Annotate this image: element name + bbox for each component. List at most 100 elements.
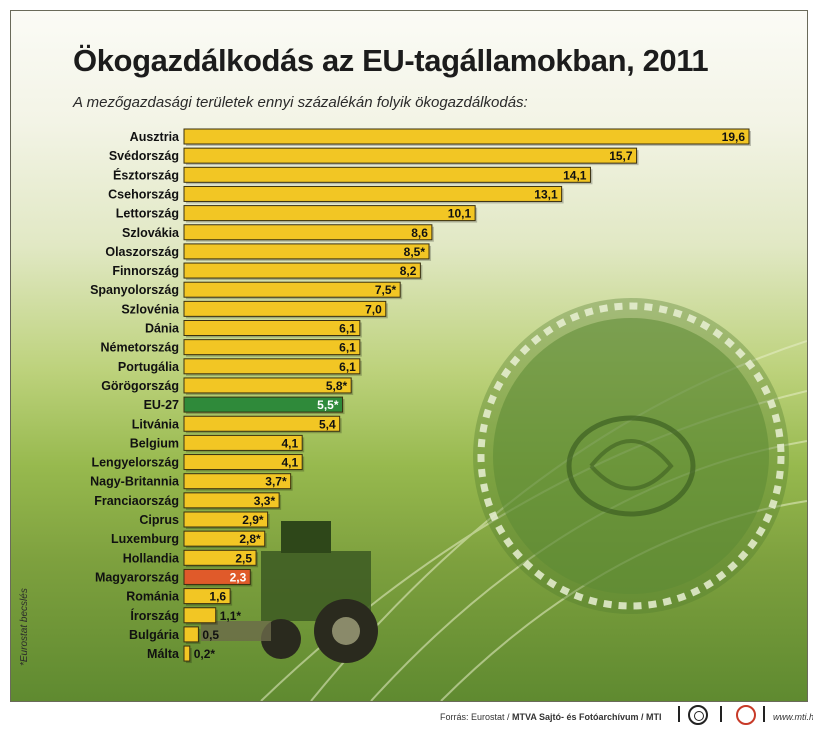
bar	[183, 128, 750, 145]
category-label: Franciaország	[94, 494, 179, 508]
category-label: Bulgária	[129, 628, 180, 642]
category-label: Szlovénia	[121, 302, 180, 316]
value-label: 6,1	[339, 341, 356, 355]
category-label: Lengyelország	[91, 456, 179, 470]
bar	[183, 568, 251, 585]
bar	[183, 320, 361, 336]
category-label: Málta	[147, 647, 180, 661]
value-label: 7,5*	[375, 283, 397, 297]
category-label: Csehország	[108, 187, 179, 201]
eu-emblem	[473, 298, 789, 614]
bar	[183, 281, 401, 298]
bar	[183, 492, 280, 509]
value-label: 0,2*	[194, 647, 216, 661]
value-label: 6,1	[339, 322, 356, 336]
category-label: Dánia	[145, 322, 180, 336]
bar	[183, 262, 421, 279]
category-label: Luxemburg	[111, 532, 179, 546]
footnote: *Eurostat becslés	[19, 588, 30, 666]
value-label: 3,3*	[254, 494, 276, 508]
value-label: 8,5*	[404, 245, 426, 259]
bar	[183, 166, 591, 183]
value-label: 4,1	[282, 456, 299, 470]
bar	[183, 147, 638, 164]
value-label: 1,1*	[220, 609, 242, 623]
category-label: EU-27	[144, 398, 179, 412]
bar	[183, 396, 344, 413]
value-label: 1,6	[209, 590, 226, 604]
bar	[183, 415, 341, 432]
value-label: 2,5	[235, 551, 252, 565]
bar	[183, 607, 217, 624]
category-label: Ausztria	[130, 130, 180, 144]
bar	[183, 530, 266, 547]
category-label: Spanyolország	[90, 283, 179, 297]
bar	[183, 205, 476, 222]
source-prefix: Forrás: Eurostat /	[440, 712, 513, 722]
value-label: 7,0	[365, 302, 382, 316]
bar	[183, 645, 191, 662]
category-label: Belgium	[130, 436, 179, 450]
value-label: 6,1	[339, 360, 356, 374]
value-label: 5,5*	[317, 398, 339, 412]
chart-subtitle: A mezőgazdasági területek ennyi százalék…	[73, 94, 528, 111]
bar	[183, 588, 231, 605]
bar	[183, 473, 292, 490]
source-site: www.mti.hu	[773, 712, 813, 722]
bar	[183, 434, 303, 451]
value-label: 13,1	[534, 187, 558, 201]
category-label: Svédország	[109, 149, 179, 163]
value-label: 3,7*	[265, 475, 287, 489]
value-label: 14,1	[563, 168, 587, 182]
chart-title: Ökogazdálkodás az EU-tagállamokban, 2011	[73, 43, 709, 78]
tractor	[201, 521, 378, 663]
category-label: Írország	[130, 608, 179, 623]
value-label: 5,8*	[326, 379, 348, 393]
value-label: 4,1	[282, 436, 299, 450]
category-label: Finnország	[112, 264, 179, 278]
mti-logo-icon	[736, 705, 756, 725]
category-label: Észtország	[113, 167, 179, 182]
bar	[183, 549, 257, 566]
value-label: 10,1	[448, 207, 472, 221]
value-label: 5,4	[319, 417, 336, 431]
category-label: Lettország	[116, 207, 179, 221]
bar	[183, 300, 387, 317]
footer-separator	[678, 706, 680, 722]
source-credit: Forrás: Eurostat / MTVA Sajtó- és Fotóar…	[440, 712, 662, 722]
category-label: Görögország	[101, 379, 179, 393]
value-label: 2,9*	[242, 513, 264, 527]
value-label: 0,5	[202, 628, 219, 642]
value-label: 15,7	[609, 149, 633, 163]
value-label: 2,3	[230, 570, 247, 584]
category-label: Románia	[126, 590, 180, 604]
category-label: Németország	[101, 341, 180, 355]
field-background	[201, 298, 807, 701]
category-label: Portugália	[118, 360, 180, 374]
mtva-logo-icon	[688, 705, 708, 725]
footer-separator	[720, 706, 722, 722]
bar	[183, 511, 269, 528]
bar	[183, 185, 563, 202]
category-label: Litvánia	[132, 417, 180, 431]
value-label: 8,6	[411, 226, 428, 240]
value-label: 2,8*	[239, 532, 261, 546]
footer-separator	[763, 706, 765, 722]
category-label: Hollandia	[123, 551, 180, 565]
bar	[183, 243, 430, 260]
bar	[183, 377, 352, 394]
source-agency: MTVA Sajtó- és Fotóarchívum / MTI	[512, 712, 662, 722]
bar	[183, 224, 433, 241]
category-label: Olaszország	[105, 245, 179, 259]
bar-chart: Ausztria 19,6 Svédország 15,7 Észtország 14,1…	[90, 128, 751, 664]
bar	[183, 339, 361, 356]
category-label: Ciprus	[139, 513, 179, 527]
bar	[183, 454, 303, 471]
category-label: Szlovákia	[122, 226, 180, 240]
bar	[183, 626, 199, 643]
category-label: Nagy-Britannia	[90, 475, 180, 489]
infographic-frame: Ökogazdálkodás az EU-tagállamokban, 2011…	[10, 10, 808, 702]
value-label: 8,2	[400, 264, 417, 278]
category-label: Magyarország	[95, 570, 179, 584]
value-label: 19,6	[722, 130, 746, 144]
